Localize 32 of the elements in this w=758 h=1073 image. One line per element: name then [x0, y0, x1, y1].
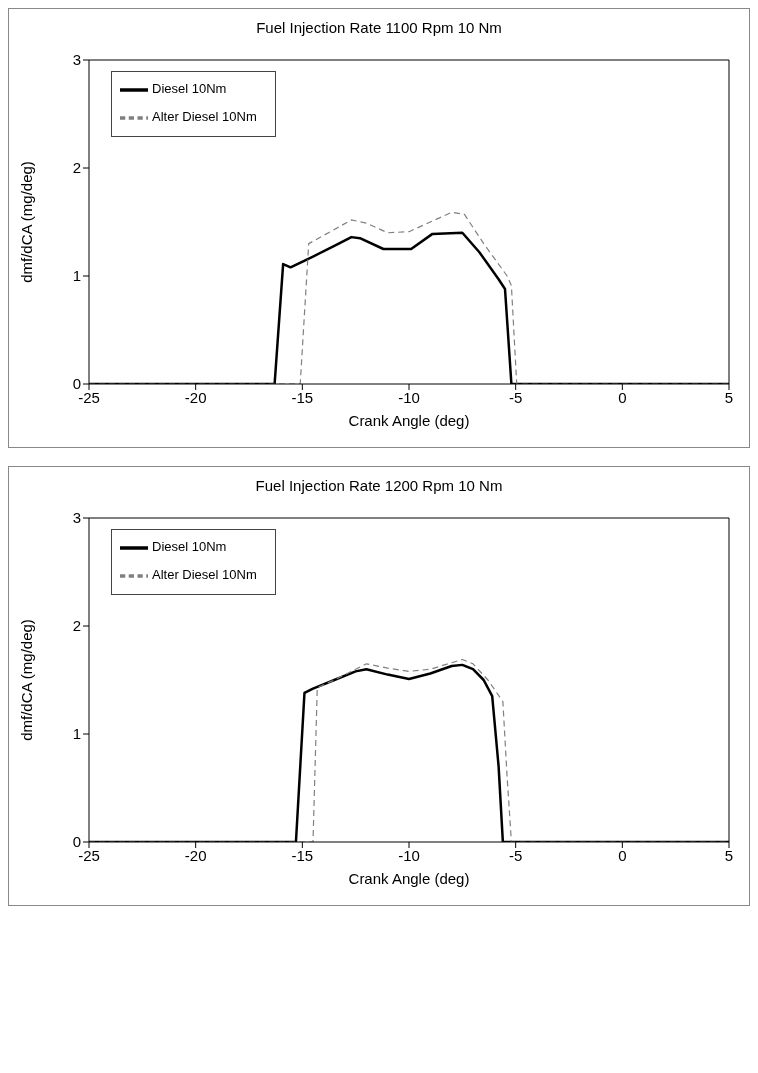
x-axis-title: Crank Angle (deg) — [348, 412, 470, 429]
y-tick-label: 1 — [72, 267, 81, 285]
x-tick-label: -25 — [78, 388, 100, 406]
y-tick-label: 0 — [72, 375, 81, 393]
y-tick-label: 3 — [72, 51, 81, 69]
y-tick-label: 3 — [72, 509, 81, 527]
x-tick-label: -10 — [398, 846, 420, 864]
y-tick-label: 0 — [72, 833, 81, 851]
chart-title: Fuel Injection Rate 1100 Rpm 10 Nm — [255, 19, 503, 36]
x-tick-label: 0 — [618, 846, 627, 864]
x-tick-label: 0 — [618, 388, 627, 406]
y-tick-label: 2 — [72, 617, 81, 635]
x-tick-label: -5 — [508, 388, 523, 406]
x-tick-label: -5 — [508, 846, 523, 864]
y-tick-label: 2 — [72, 159, 81, 177]
x-tick-label: -25 — [78, 846, 100, 864]
x-tick-label: 5 — [724, 388, 734, 406]
x-tick-label: -15 — [291, 846, 314, 864]
legend-label: Diesel 10Nm — [152, 539, 227, 555]
legend-label: Alter Diesel 10Nm — [152, 567, 257, 583]
x-tick-label: -20 — [184, 388, 207, 406]
x-tick-label: -20 — [184, 846, 207, 864]
x-tick-label: -15 — [291, 388, 314, 406]
chart-title: Fuel Injection Rate 1200 Rpm 10 Nm — [254, 477, 504, 494]
y-axis-title: dmf/dCA (mg/deg) — [18, 619, 36, 741]
x-tick-label: -10 — [398, 388, 420, 406]
legend-label: Diesel 10Nm — [152, 81, 227, 97]
x-axis-title: Crank Angle (deg) — [348, 870, 470, 887]
y-axis-title: dmf/dCA (mg/deg) — [18, 161, 36, 283]
legend-label: Alter Diesel 10Nm — [152, 109, 257, 125]
x-tick-label: 5 — [724, 846, 734, 864]
y-tick-label: 1 — [72, 725, 81, 743]
